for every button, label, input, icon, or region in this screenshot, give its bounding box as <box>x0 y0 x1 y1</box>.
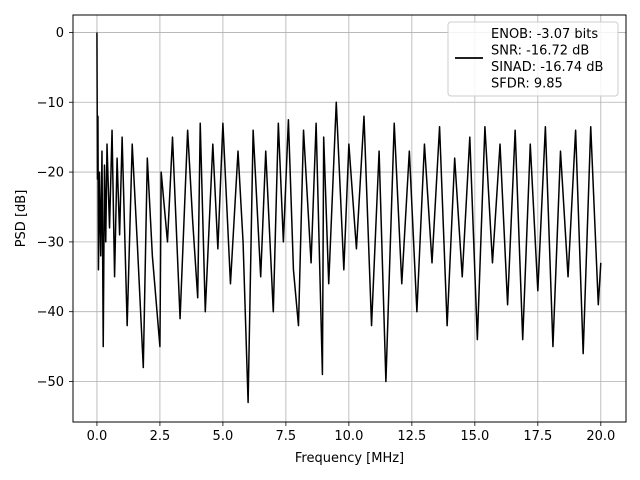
x-tick-label: 12.5 <box>397 429 426 444</box>
y-tick-label: −20 <box>37 166 64 181</box>
x-tick-label: 5.0 <box>213 429 234 444</box>
x-tick-label: 20.0 <box>586 429 615 444</box>
y-tick-label: −50 <box>37 375 64 390</box>
x-tick-label: 2.5 <box>150 429 171 444</box>
x-axis-ticks: 0.0 2.5 5.0 7.5 10.0 12.5 15.0 17.5 20.0 <box>87 422 615 444</box>
legend-entry-snr: SNR: -16.72 dB <box>491 44 589 59</box>
legend-entry-sinad: SINAD: -16.74 dB <box>491 60 603 75</box>
legend: ENOB: -3.07 bits SNR: -16.72 dB SINAD: -… <box>447 21 619 97</box>
x-tick-label: 10.0 <box>334 429 363 444</box>
x-tick-label: 17.5 <box>523 429 552 444</box>
legend-box <box>447 21 619 97</box>
y-axis-label: PSD [dB] <box>14 190 29 248</box>
y-tick-label: −40 <box>37 305 64 320</box>
psd-series-line <box>96 32 602 404</box>
x-tick-label: 0.0 <box>87 429 108 444</box>
y-axis-ticks: 0 −10 −20 −30 −40 −50 <box>37 26 73 390</box>
y-tick-label: 0 <box>56 26 64 41</box>
y-tick-label: −30 <box>37 235 64 250</box>
plot-area <box>96 32 602 404</box>
legend-entry-enob: ENOB: -3.07 bits <box>491 27 598 42</box>
legend-entry-sfdr: SFDR: 9.85 <box>491 77 563 92</box>
x-tick-label: 7.5 <box>276 429 297 444</box>
x-axis-label: Frequency [MHz] <box>295 451 404 466</box>
y-tick-label: −10 <box>37 96 64 111</box>
axes-frame <box>72 14 627 423</box>
x-tick-label: 15.0 <box>460 429 489 444</box>
